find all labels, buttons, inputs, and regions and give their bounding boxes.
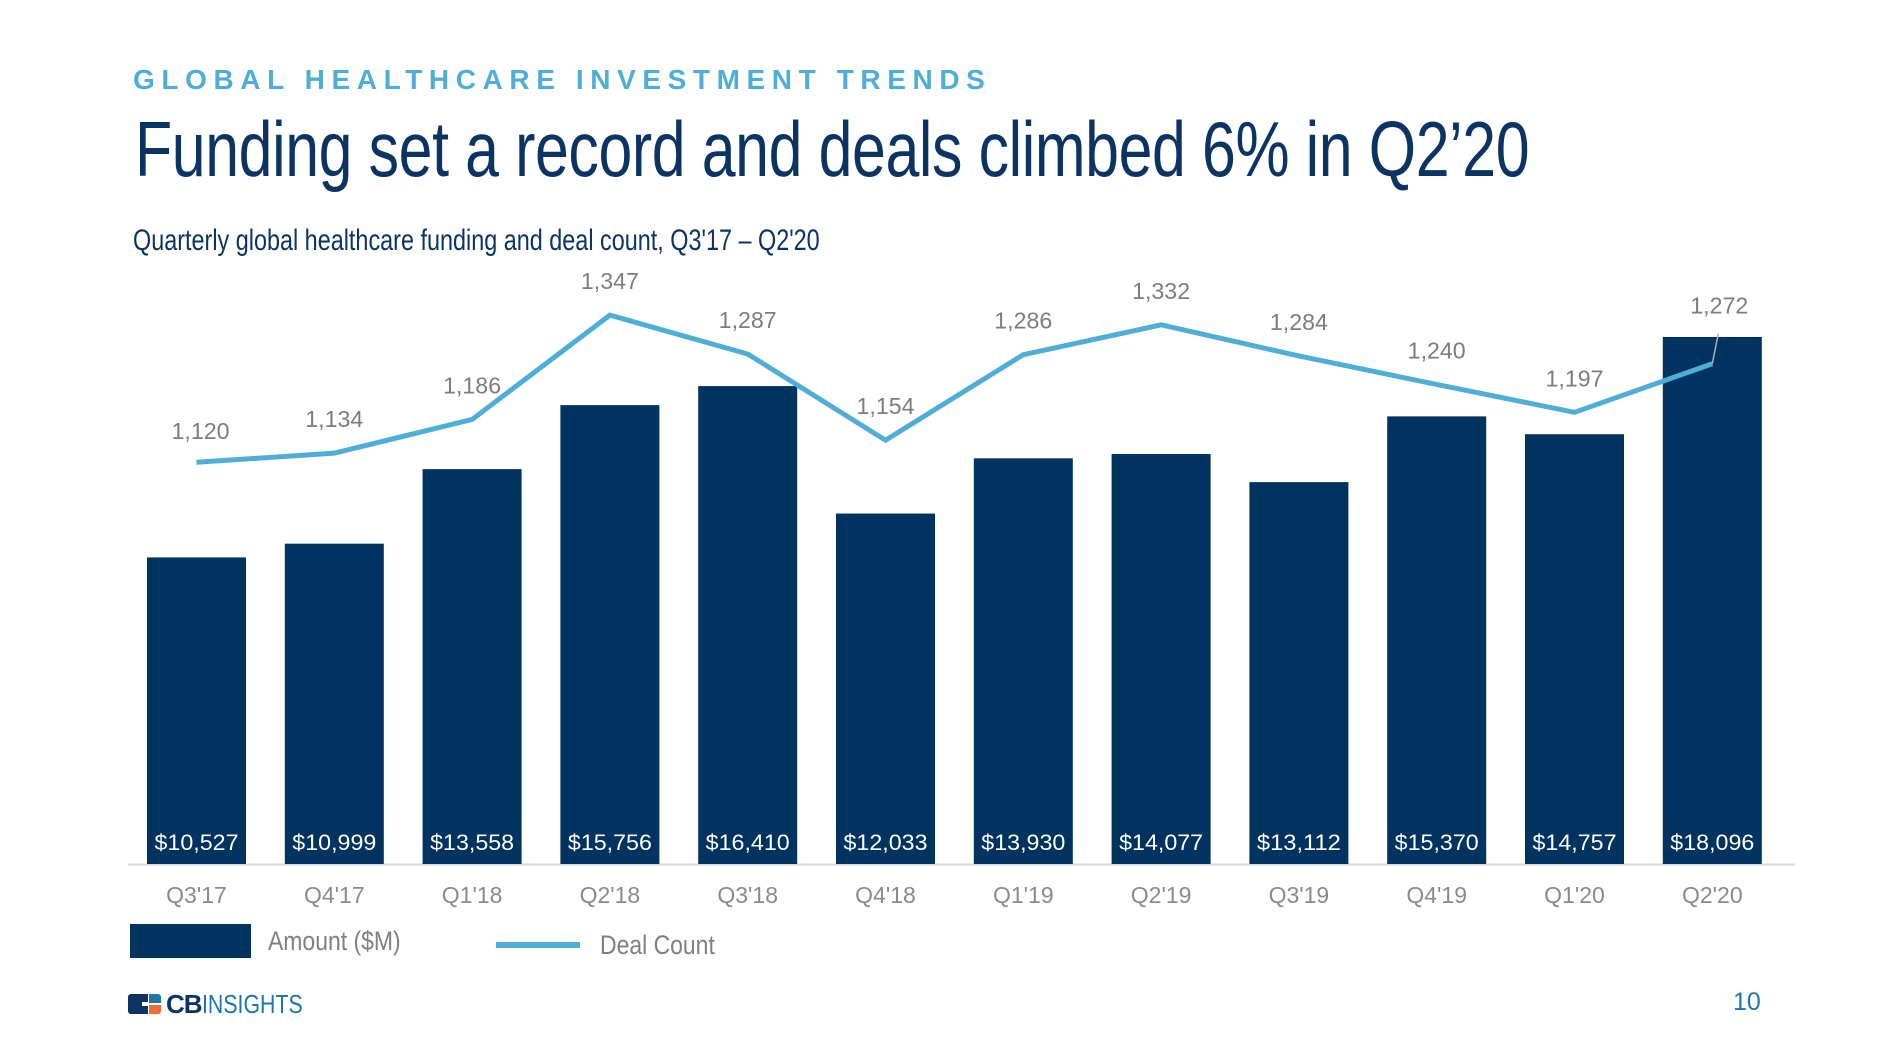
- bar-0: [147, 557, 246, 864]
- bar-value-label: $13,558: [430, 830, 514, 855]
- bar-6: [973, 458, 1073, 864]
- bar-11: [1662, 336, 1762, 865]
- deal-count-label: 1,134: [305, 406, 363, 432]
- deal-count-label: 1,287: [719, 307, 777, 333]
- cb-insights-logo: CB INSIGHTS: [128, 989, 324, 1019]
- category-label: Q1'18: [442, 882, 503, 908]
- logo-text-cb: CB: [166, 989, 203, 1019]
- logo-text-insights: INSIGHTS: [201, 989, 303, 1019]
- legend-swatch-amount: [130, 924, 251, 958]
- legend-swatch-deal-count: [496, 942, 580, 948]
- bar-4: [698, 386, 798, 864]
- bar-value-label: $15,370: [1395, 830, 1479, 855]
- bar-value-label: $12,033: [844, 830, 928, 855]
- line-point-labels: 1,120 1,134 1,186 1,347 1,287 1,154 1,286 1,332…: [172, 268, 1749, 444]
- category-axis-labels: Q3'17 Q4'17 Q1'18 Q2'18 Q3'18 Q4'18 Q1'19 Q2'19…: [166, 882, 1742, 908]
- bar-value-label: $18,096: [1670, 830, 1754, 855]
- category-label: Q4'19: [1406, 882, 1467, 908]
- deal-count-label: 1,332: [1132, 278, 1190, 304]
- bar-series-amount: [147, 336, 1762, 865]
- deal-count-line: [196, 312, 1714, 465]
- deal-count-label: 1,347: [581, 268, 639, 294]
- bar-3: [560, 405, 660, 864]
- category-label: Q4'17: [304, 882, 365, 908]
- legend-label-deal-count: Deal Count: [600, 930, 715, 960]
- category-label: Q2'20: [1682, 882, 1743, 908]
- category-label: Q3'17: [166, 882, 227, 908]
- page-title: Funding set a record and deals climbed 6…: [135, 105, 1530, 193]
- chart-subtitle: Quarterly global healthcare funding and …: [133, 224, 820, 257]
- category-label: Q4'18: [855, 882, 916, 908]
- cb-insights-logo-icon: [128, 994, 161, 1014]
- bar-10: [1525, 434, 1624, 864]
- legend-label-amount: Amount ($M): [268, 926, 401, 956]
- deal-count-label: 1,286: [994, 308, 1052, 334]
- category-label: Q1'20: [1544, 882, 1605, 908]
- label-leader-line: [1711, 333, 1720, 364]
- section-kicker: GLOBAL HEALTHCARE INVESTMENT TRENDS: [133, 64, 992, 95]
- bar-value-label: $10,527: [155, 830, 239, 855]
- bar-value-label: $15,756: [568, 830, 652, 855]
- bar-value-label: $14,077: [1119, 830, 1203, 855]
- category-label: Q3'18: [717, 882, 778, 908]
- line-series-deal-count: [196, 312, 1714, 465]
- category-label: Q2'18: [580, 882, 641, 908]
- deal-count-label: 1,240: [1408, 337, 1466, 363]
- bar-2: [422, 469, 522, 864]
- deal-count-label: 1,197: [1546, 365, 1604, 391]
- bar-value-label: $16,410: [706, 830, 790, 855]
- deal-count-label: 1,284: [1270, 309, 1328, 335]
- deal-count-label: 1,120: [172, 418, 230, 444]
- bar-1: [284, 543, 384, 864]
- bar-5: [836, 513, 935, 864]
- page-number: 10: [1733, 988, 1761, 1016]
- bar-value-label: $13,112: [1257, 830, 1341, 855]
- bar-9: [1387, 416, 1487, 864]
- bar-value-label: $14,757: [1533, 830, 1617, 855]
- bar-8: [1249, 482, 1349, 864]
- bar-value-labels: $10,527 $10,999 $13,558 $15,756 $16,410 $12,0…: [155, 830, 1755, 855]
- bar-value-label: $10,999: [292, 830, 376, 855]
- bar-value-label: $13,930: [981, 830, 1065, 855]
- category-label: Q3'19: [1269, 882, 1330, 908]
- deal-count-label: 1,272: [1690, 293, 1748, 319]
- category-label: Q2'19: [1131, 882, 1192, 908]
- deal-count-label: 1,186: [443, 372, 501, 398]
- category-label: Q1'19: [993, 882, 1054, 908]
- bar-7: [1111, 454, 1211, 864]
- deal-count-label: 1,154: [857, 393, 915, 419]
